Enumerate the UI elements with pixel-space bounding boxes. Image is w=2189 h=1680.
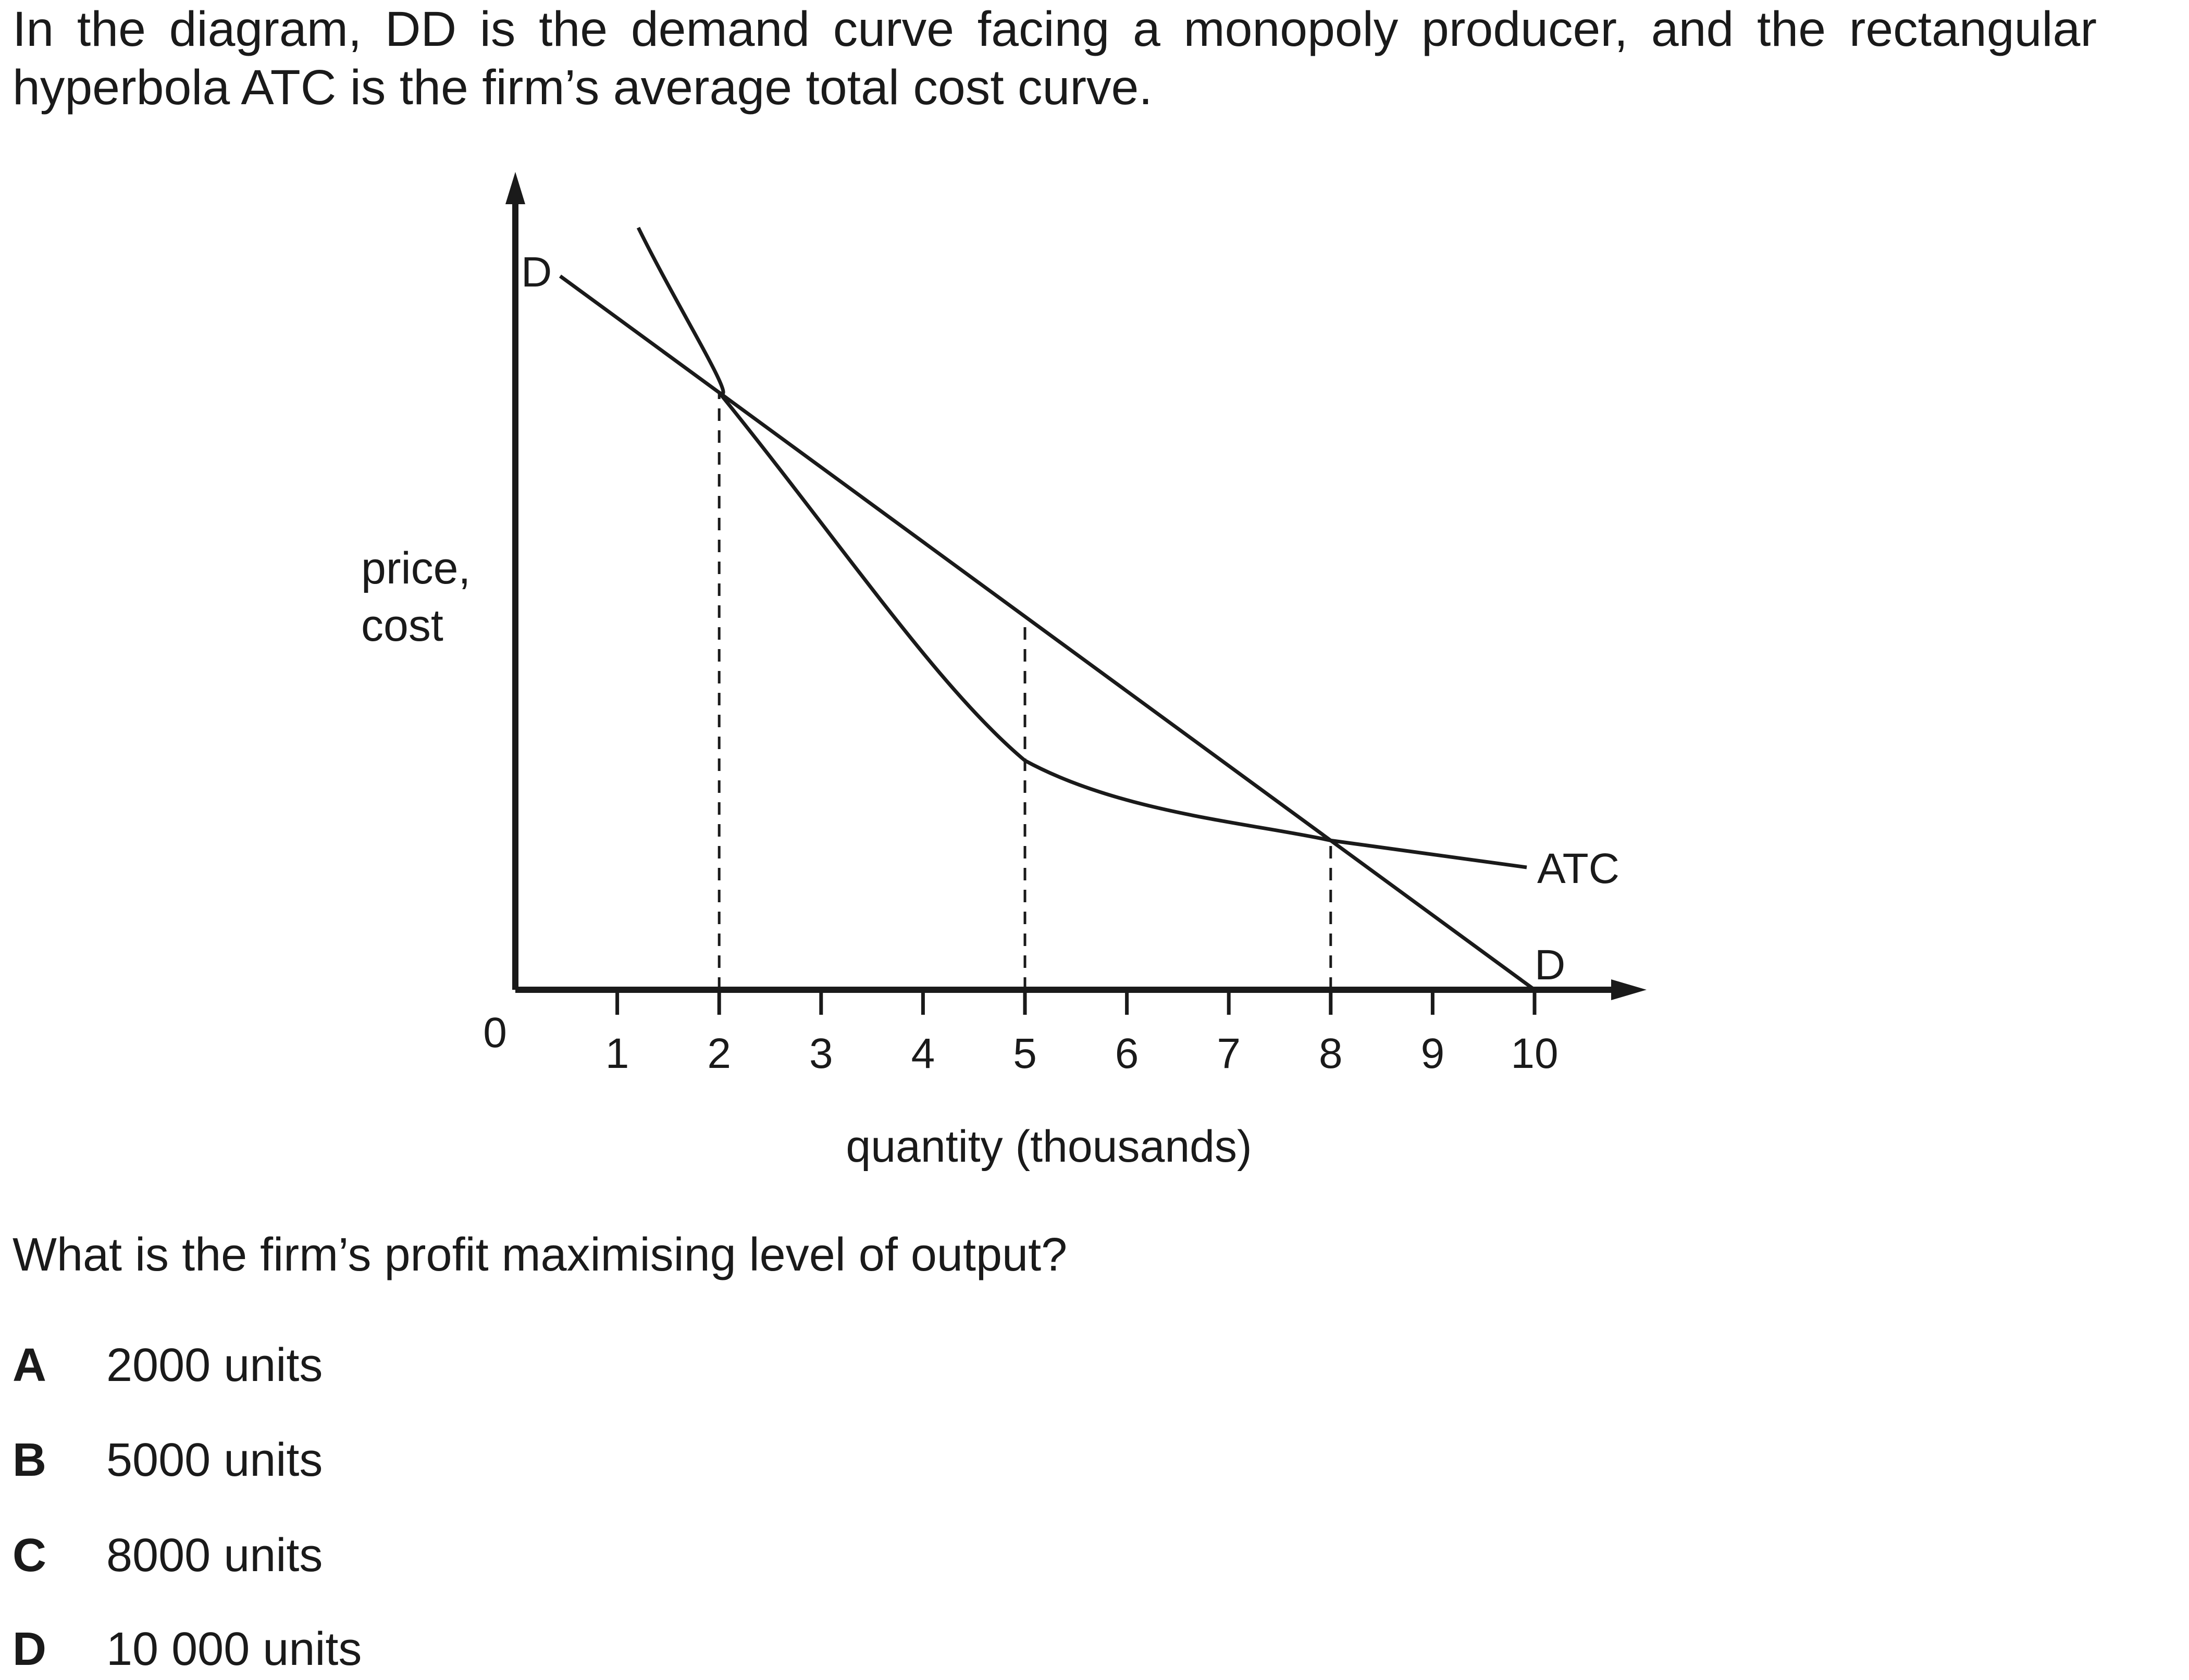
- x-axis-label: quantity (thousands): [846, 1122, 1252, 1172]
- option-letter: C: [13, 1529, 46, 1582]
- dashed-guides: [718, 392, 1332, 990]
- question-intro: In the diagram, DD is the demand curve f…: [13, 0, 2097, 117]
- x-tick-label: 9: [1421, 1030, 1445, 1077]
- x-tick-label: 10: [1511, 1030, 1558, 1077]
- atc-label: ATC: [1537, 845, 1619, 892]
- x-tick-label: 7: [1217, 1030, 1241, 1077]
- option-text: 8000 units: [106, 1529, 323, 1582]
- y-axis-arrow: [505, 172, 525, 204]
- demand-label-top: D: [521, 248, 552, 296]
- option-letter: B: [13, 1434, 46, 1486]
- x-tick-label: 5: [1013, 1030, 1037, 1077]
- option-text: 2000 units: [106, 1339, 323, 1391]
- intro-line-2: hyperbola ATC is the firm’s average tota…: [13, 60, 1153, 115]
- option-text: 10 000 units: [106, 1623, 362, 1675]
- x-tick-label: 1: [605, 1030, 629, 1077]
- option-text: 5000 units: [106, 1434, 323, 1486]
- question-text: What is the firm’s profit maximising lev…: [13, 1229, 1068, 1281]
- demand-label-bottom: D: [1535, 941, 1565, 989]
- option-letter: D: [13, 1623, 46, 1675]
- x-tick-label: 2: [707, 1030, 731, 1077]
- demand-curve: [559, 275, 1536, 991]
- option-letter: A: [13, 1339, 46, 1391]
- x-axis-arrow: [1611, 979, 1647, 1000]
- intro-line-1: In the diagram, DD is the demand curve f…: [13, 2, 2097, 57]
- x-tick-label: 3: [809, 1030, 833, 1077]
- x-tick-label: 6: [1115, 1030, 1139, 1077]
- x-tick-label: 4: [911, 1030, 935, 1077]
- y-axis-label-line2: cost: [361, 601, 443, 651]
- x-tick-label: 8: [1319, 1030, 1343, 1077]
- atc-curve: [636, 227, 1527, 869]
- y-axis-label-line1: price,: [361, 543, 471, 593]
- origin-label: 0: [483, 1009, 507, 1056]
- x-axis-ticks: 1 2 3 4 5 6 7 8 9 10: [605, 990, 1559, 1077]
